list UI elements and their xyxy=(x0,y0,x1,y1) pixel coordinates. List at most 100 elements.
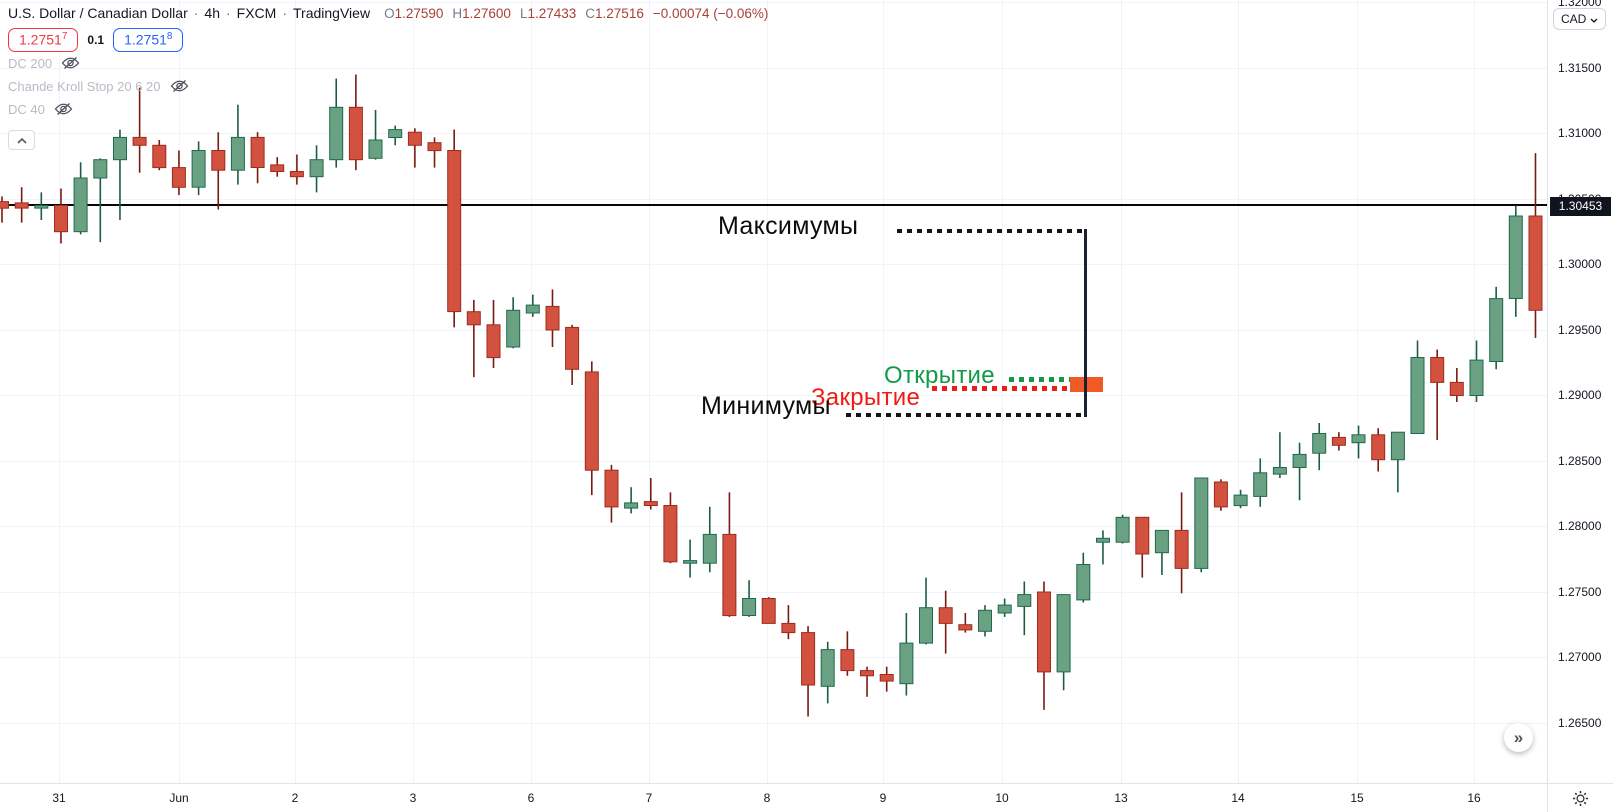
candle-body xyxy=(1233,494,1248,507)
chart-plot-area[interactable]: Максимумы Открытие Закрытие Минимумы xyxy=(0,0,1547,783)
candle-body xyxy=(191,150,206,188)
candle-body xyxy=(1253,472,1268,497)
price-tick-label: 1.29000 xyxy=(1558,388,1602,403)
candle-body xyxy=(1213,481,1228,508)
hidden-eye-icon[interactable] xyxy=(61,56,80,70)
currency-toggle-button[interactable]: CAD xyxy=(1553,8,1607,30)
candle-body xyxy=(604,469,619,508)
candle-body xyxy=(348,106,363,161)
hidden-eye-icon[interactable] xyxy=(54,102,73,116)
gear-icon[interactable] xyxy=(1571,789,1590,808)
range-bracket-line xyxy=(1084,229,1087,417)
open-annotation-label: Открытие xyxy=(884,362,995,389)
gridline-horizontal xyxy=(0,395,1547,397)
candle-body xyxy=(1410,357,1425,434)
candle-body xyxy=(73,177,88,233)
gridline-horizontal xyxy=(0,460,1547,462)
brand-label[interactable]: TradingView xyxy=(293,5,371,21)
close-value: 1.27516 xyxy=(595,6,644,21)
high-value: 1.27600 xyxy=(462,6,511,21)
candle-body xyxy=(1174,529,1189,569)
candle-body xyxy=(506,309,521,348)
candle-body xyxy=(1076,564,1091,601)
candle-body xyxy=(781,622,796,634)
lows-annotation-label: Минимумы xyxy=(701,392,831,420)
candle-body xyxy=(899,642,914,685)
symbol-name[interactable]: U.S. Dollar / Canadian Dollar xyxy=(8,5,188,21)
lows-dotted-line xyxy=(846,413,1087,417)
candle-body xyxy=(407,131,422,146)
spread-value: 0.1 xyxy=(87,32,105,47)
candle-body xyxy=(1449,381,1464,396)
time-tick-label: 7 xyxy=(645,791,653,805)
gridline-horizontal xyxy=(0,133,1547,135)
indicator-row-dc200[interactable]: DC 200 xyxy=(8,52,768,75)
price-tick-label: 1.31500 xyxy=(1558,60,1602,75)
candle-body xyxy=(1017,594,1032,607)
candle-body xyxy=(1272,467,1287,475)
candle-body xyxy=(1351,434,1366,444)
time-tick-label: 14 xyxy=(1231,791,1245,805)
candle-body xyxy=(997,604,1012,614)
candle-body xyxy=(113,136,127,161)
gridline-horizontal xyxy=(0,198,1547,200)
candle-body xyxy=(427,142,442,152)
price-line-label: 1.30453 xyxy=(1550,196,1611,216)
candle-body xyxy=(525,304,540,314)
candle-body xyxy=(1371,434,1386,461)
candle-body xyxy=(1390,431,1405,461)
time-tick-label: 10 xyxy=(995,791,1009,805)
exchange-label[interactable]: FXCM xyxy=(236,5,277,21)
time-tick-label: 6 xyxy=(527,791,535,805)
chevron-down-icon xyxy=(1590,12,1598,26)
time-tick-label: Jun xyxy=(169,791,189,805)
candle-body xyxy=(624,502,639,509)
candle-body xyxy=(1154,529,1169,554)
ohlc-readout: O1.27590 H1.27600 L1.27433 C1.27516 −0.0… xyxy=(384,6,768,21)
indicator-row-chande-kroll[interactable]: Chande Kroll Stop 20 6 20 xyxy=(8,75,768,98)
candle-body xyxy=(250,136,265,168)
indicator-name: Chande Kroll Stop 20 6 20 xyxy=(8,78,161,94)
candle-body xyxy=(663,505,678,563)
gridline-vertical xyxy=(179,0,180,783)
close-dotted-line xyxy=(932,386,1077,391)
candle-body xyxy=(879,674,894,682)
price-tick-label: 1.28500 xyxy=(1558,453,1602,468)
candle-body xyxy=(683,560,698,564)
time-tick-label: 9 xyxy=(879,791,887,805)
candle-body xyxy=(545,305,560,331)
indicator-row-dc40[interactable]: DC 40 xyxy=(8,98,768,121)
gridline-horizontal xyxy=(0,657,1547,659)
gridline-vertical xyxy=(295,0,296,783)
price-axis[interactable]: 1.320001.315001.310001.305001.300001.295… xyxy=(1547,0,1613,783)
candle-body xyxy=(0,201,9,209)
horizontal-price-line[interactable] xyxy=(0,204,1547,206)
time-tick-label: 13 xyxy=(1114,791,1128,805)
candlestick-series xyxy=(0,74,1543,717)
gridline-horizontal xyxy=(0,2,1547,4)
price-tick-label: 1.27000 xyxy=(1558,650,1602,665)
time-axis[interactable]: 31 Jun 2 3 6 7 8 9 10 13 14 15 16 xyxy=(0,783,1613,812)
hidden-eye-icon[interactable] xyxy=(170,79,189,93)
candle-body xyxy=(1292,453,1307,468)
sell-price-button[interactable]: 1.27517 xyxy=(8,28,79,52)
interval-label[interactable]: 4h xyxy=(204,5,220,21)
candle-body xyxy=(761,598,776,624)
candle-body xyxy=(1430,357,1445,383)
symbol-title-row: U.S. Dollar / Canadian Dollar · 4h · FXC… xyxy=(8,5,768,21)
gridline-vertical xyxy=(413,0,414,783)
candle-body xyxy=(368,139,383,159)
price-tick-label: 1.26500 xyxy=(1558,716,1602,730)
scroll-right-button[interactable]: » xyxy=(1504,723,1533,752)
separator-dot: · xyxy=(282,5,288,21)
candle-body xyxy=(1135,516,1150,555)
candle-body xyxy=(1056,594,1071,673)
time-tick-label: 2 xyxy=(291,791,299,805)
time-tick-label: 16 xyxy=(1467,791,1481,805)
candle-body xyxy=(54,205,68,233)
gridline-horizontal xyxy=(0,67,1547,69)
buy-price-button[interactable]: 1.27518 xyxy=(113,28,184,52)
gridline-vertical xyxy=(1238,0,1239,783)
collapse-legend-button[interactable] xyxy=(8,129,35,150)
